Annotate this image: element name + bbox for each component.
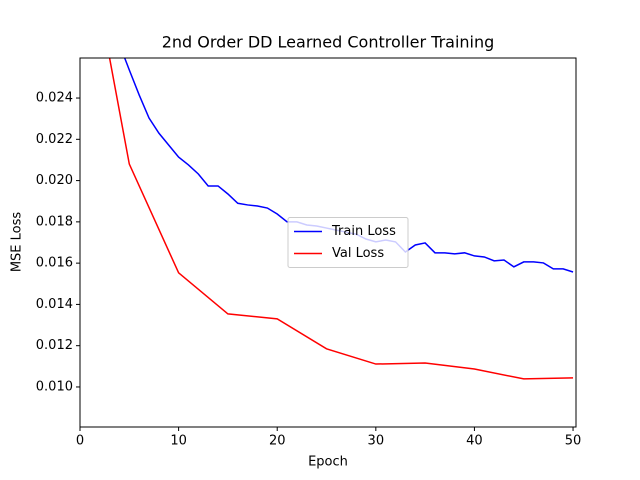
x-tick-label: 10 bbox=[170, 434, 187, 449]
x-tick-label: 30 bbox=[368, 434, 385, 449]
chart-title: 2nd Order DD Learned Controller Training bbox=[162, 33, 495, 52]
y-tick-label: 0.020 bbox=[36, 173, 73, 188]
y-tick-label: 0.022 bbox=[36, 132, 73, 147]
y-axis-label: MSE Loss bbox=[10, 212, 25, 273]
plot-frame bbox=[79, 57, 577, 428]
x-tick-label: 40 bbox=[466, 434, 483, 449]
legend-box bbox=[287, 217, 409, 268]
y-tick-label: 0.010 bbox=[36, 379, 73, 394]
y-tick-label: 0.024 bbox=[36, 91, 73, 106]
legend: Train Loss Val Loss bbox=[287, 217, 409, 268]
x-tick-label: 50 bbox=[565, 434, 582, 449]
x-tick-label: 0 bbox=[76, 434, 84, 449]
y-tick-label: 0.014 bbox=[36, 297, 73, 312]
legend-label: Val Loss bbox=[332, 246, 384, 261]
y-tick-label: 0.016 bbox=[36, 256, 73, 271]
y-tick-label: 0.012 bbox=[36, 338, 73, 353]
line bbox=[108, 58, 574, 380]
x-axis-label: Epoch bbox=[308, 455, 348, 470]
x-tick-label: 20 bbox=[269, 434, 286, 449]
y-tick-label: 0.018 bbox=[36, 214, 73, 229]
legend-label: Train Loss bbox=[331, 224, 396, 239]
